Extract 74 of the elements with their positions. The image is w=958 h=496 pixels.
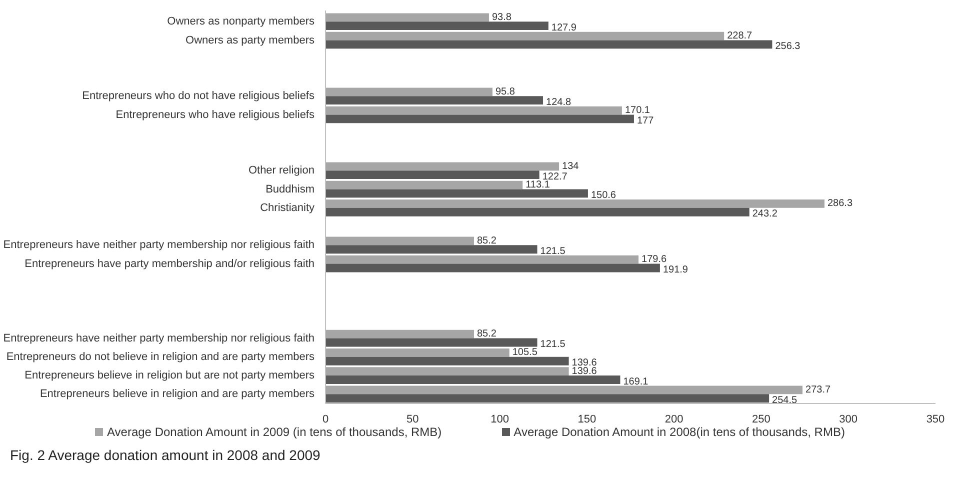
x-tick-label: 350 — [926, 414, 945, 426]
legend-label: Average Donation Amount in 2009 (in tens of thousands, RMB) — [107, 425, 442, 439]
y-tick-label: Christianity — [260, 202, 315, 214]
bar — [326, 255, 639, 264]
data-label: 127.9 — [551, 22, 577, 34]
bar — [326, 40, 772, 49]
data-label: 150.6 — [590, 190, 616, 201]
bar — [326, 22, 548, 30]
data-label: 95.8 — [495, 86, 516, 98]
x-tick-label: 200 — [664, 414, 684, 426]
legend-label: Average Donation Amount in 2008(in tens of thousands, RMB) — [514, 425, 845, 439]
data-label: 256.3 — [775, 40, 801, 52]
bar — [326, 367, 569, 376]
bar — [326, 114, 634, 124]
bar — [326, 162, 560, 171]
x-tick-label: 0 — [322, 414, 329, 426]
data-label: 286.3 — [827, 198, 853, 210]
bar — [326, 356, 569, 366]
data-label: 121.5 — [540, 246, 566, 257]
text: Fig. 2 Average donation amount in 2008 and 2009 — [9, 447, 322, 463]
x-tick-label: 300 — [839, 414, 858, 426]
bar — [326, 200, 824, 208]
bar — [326, 376, 620, 384]
data-label: 85.2 — [476, 235, 497, 246]
data-label: 169.1 — [623, 376, 649, 388]
bar — [326, 208, 750, 216]
bar — [326, 32, 724, 40]
x-tick-label: 150 — [578, 414, 596, 426]
y-tick-label: Owners as party members — [186, 34, 315, 46]
data-label: 191.9 — [662, 264, 688, 276]
data-label: 243.2 — [752, 208, 778, 220]
bar — [326, 264, 660, 272]
bar — [326, 13, 489, 22]
x-tick-label: 100 — [490, 414, 509, 426]
y-tick-label: Other religion — [248, 164, 315, 177]
data-label: 254.5 — [772, 394, 798, 406]
x-tick-label: 250 — [752, 414, 770, 426]
bar — [326, 236, 474, 246]
bar — [326, 170, 540, 180]
bar — [326, 330, 474, 338]
y-tick-label: Entrepreneurs believe in religion and are party members — [40, 388, 315, 400]
bar — [326, 189, 588, 198]
y-tick-label: Entrepreneurs who have religious beliefs — [116, 108, 315, 121]
data-label: 139.6 — [572, 366, 598, 377]
bar — [326, 180, 523, 190]
y-tick-label: Entrepreneurs who do not have religious beliefs — [82, 90, 315, 102]
bar — [326, 338, 538, 347]
data-label: 273.7 — [806, 384, 831, 396]
data-label: 85.2 — [476, 328, 497, 340]
bar — [326, 245, 538, 254]
data-label: 179.6 — [642, 254, 667, 266]
data-label: 113.1 — [526, 180, 550, 191]
y-tick-label: Entrepreneurs do not believe in religion and are party members — [6, 350, 315, 363]
bar — [326, 394, 770, 403]
bar — [326, 348, 510, 357]
y-tick-label: Buddhism — [266, 183, 315, 196]
bar — [326, 88, 492, 96]
data-label: 228.7 — [727, 30, 753, 42]
y-tick-label: Entrepreneurs have neither party membership nor religious faith — [3, 332, 314, 344]
x-tick-label: 50 — [406, 414, 419, 426]
data-label: 124.8 — [546, 96, 572, 108]
data-label: 105.5 — [512, 347, 538, 358]
data-label: 121.5 — [540, 339, 566, 350]
bar — [326, 96, 544, 105]
y-tick-label: Entrepreneurs have neither party membership nor religious faith — [3, 239, 314, 252]
bar — [326, 386, 803, 394]
data-label: 170.1 — [624, 105, 650, 116]
data-label: 134 — [562, 160, 580, 172]
y-tick-label: Entrepreneurs have party membership and/or religious faith — [24, 258, 315, 270]
y-tick-label: Owners as nonparty members — [167, 16, 315, 28]
data-label: 177 — [636, 115, 654, 126]
bar — [326, 106, 622, 115]
y-tick-label: Entrepreneurs believe in religion but are not party members — [24, 370, 315, 382]
data-label: 93.8 — [492, 12, 512, 23]
